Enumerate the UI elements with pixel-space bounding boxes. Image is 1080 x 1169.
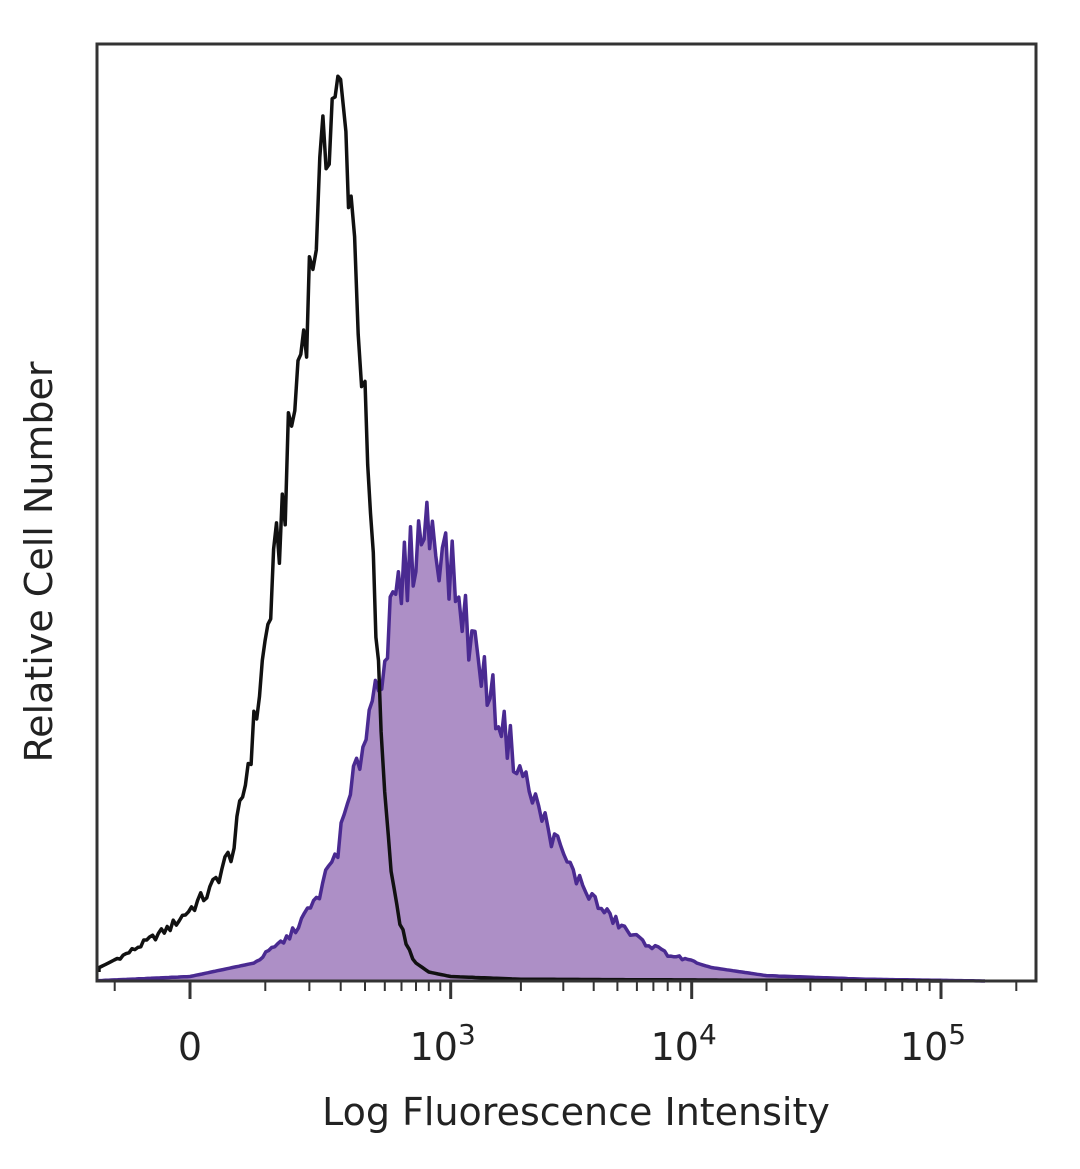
x-tick-label: 104 xyxy=(651,1018,717,1069)
sample-histogram-fill xyxy=(99,502,985,981)
x-axis-tick-labels: 0 103 104 105 xyxy=(178,1018,966,1069)
plot-frame xyxy=(95,42,1038,983)
x-axis-ticks xyxy=(113,981,1018,999)
sample-histogram-outline xyxy=(97,500,985,983)
x-tick-label: 0 xyxy=(178,1025,202,1069)
plot-area xyxy=(97,74,985,983)
x-axis-title: Log Fluorescence Intensity xyxy=(322,1090,830,1134)
x-tick-label: 105 xyxy=(900,1018,966,1069)
x-tick-label: 103 xyxy=(410,1018,476,1069)
y-axis-title: Relative Cell Number xyxy=(17,361,61,762)
